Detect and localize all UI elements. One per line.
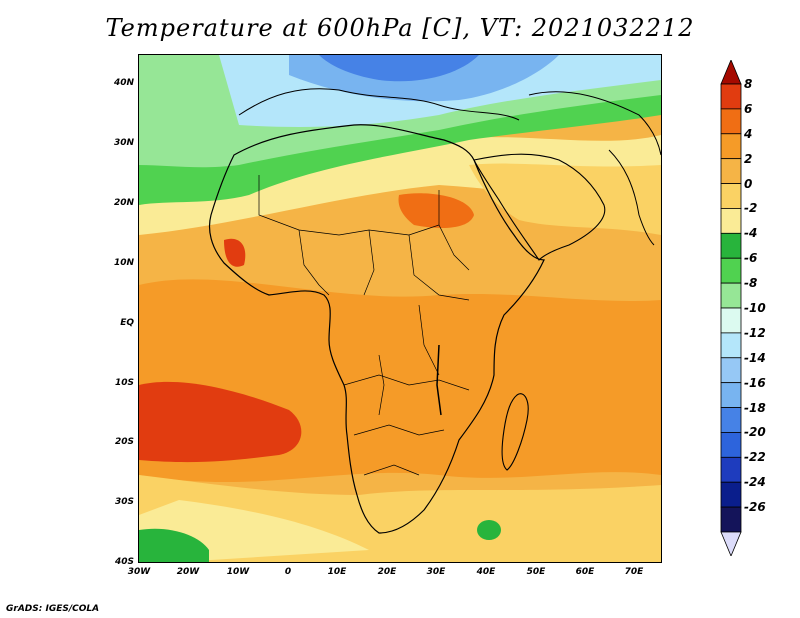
colorbar-segment [720,307,742,334]
lon-label: 20W [176,567,200,577]
colorbar-label: -18 [744,400,766,415]
field-hot-westafrica [224,238,246,267]
temperature-map [138,54,662,563]
colorbar-segment [720,506,742,533]
colorbar-segment [720,183,742,209]
colorbar-label: -16 [744,375,766,390]
lat-label: 10S [114,378,134,388]
field-north-pale [139,135,661,235]
lat-label: 20N [113,198,134,208]
lat-label: EQ [120,318,134,328]
lat-label: 30S [114,497,134,507]
colorbar-segment [720,432,742,458]
lon-label: 40E [476,567,496,577]
colorbar-segment [720,133,742,160]
lon-label: 30E [426,567,446,577]
colorbar-segment [720,481,742,508]
colorbar-label: -4 [744,226,758,241]
field-hot-sahara [398,193,474,228]
lon-label: 20E [377,567,397,577]
lon-label: 70E [624,567,644,577]
colorbar-bottom-arrow [720,531,742,556]
lat-label: 30N [113,138,134,148]
europe-coastline [238,88,520,121]
colorbar-label: -20 [744,425,766,440]
lon-label: 30W [127,567,151,577]
lon-label: 60E [575,567,595,577]
field-hot-patch [139,381,302,463]
colorbar-label: -24 [744,475,766,490]
lon-label: 10E [327,567,347,577]
lat-label: 10N [113,258,134,268]
colorbar-segment [720,158,742,184]
lat-label: 40N [113,78,134,88]
colorbar-segment [720,456,742,483]
colorbar-label: 0 [744,176,753,191]
colorbar-label: 4 [744,126,753,141]
colorbar-segment [720,282,742,309]
colorbar-label: -6 [744,251,758,266]
colorbar-label: -2 [744,201,758,216]
colorbar-label: -8 [744,276,758,291]
colorbar-label: -22 [744,450,766,465]
lat-label: 20S [114,437,134,447]
colorbar-top-arrow [720,60,742,85]
colorbar-segment [720,257,742,284]
arabia-coastline [473,153,606,261]
africa-coastline [208,124,545,534]
field-darkblue [319,55,479,82]
map-canvas [139,55,661,562]
field-arabia [469,163,661,235]
colorbar-label: -26 [744,500,766,515]
colorbar-segment [720,332,742,359]
colorbar-segment [720,407,742,433]
great-lakes [436,344,442,416]
colorbar-label: 2 [744,151,753,166]
colorbar-segment [720,208,742,234]
colorbar-segment [720,108,742,135]
asia-coastline [528,91,661,156]
colorbar-label: 8 [744,77,753,91]
lon-label: 10W [226,567,250,577]
colorbar-label: -12 [744,325,766,340]
lon-label: 0 [284,567,292,577]
lon-label: 50E [526,567,546,577]
field-green-south [139,528,209,562]
colorbar-label: -14 [744,350,766,365]
plot-title: Temperature at 600hPa [C], VT: 202103221… [105,14,695,42]
colorbar [720,60,742,556]
colorbar-segment [720,232,742,259]
credit-text: GrADS: IGES/COLA [6,604,100,614]
colorbar-segment [720,357,742,384]
colorbar-label: -10 [744,301,766,315]
colorbar-label: 6 [744,101,753,116]
madagascar-coastline [501,393,529,471]
country-borders [258,175,470,476]
colorbar-segment [720,382,742,408]
colorbar-segment [720,83,742,110]
lat-label: 40S [114,557,134,567]
india-coastline [608,149,655,246]
field-green-spot [477,520,501,540]
